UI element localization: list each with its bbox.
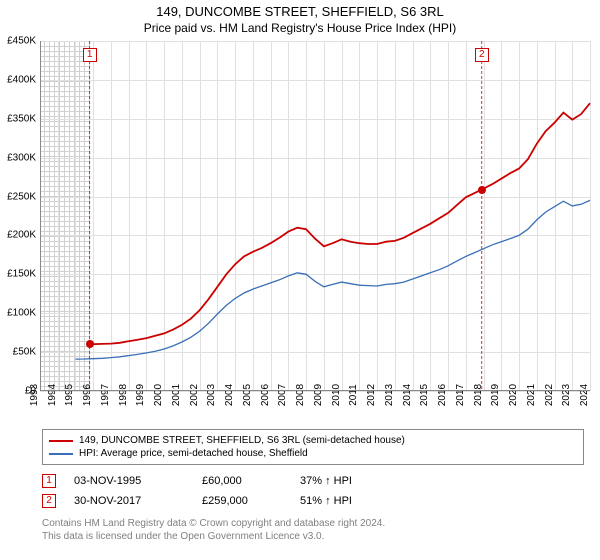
x-tick-label: 2021	[526, 384, 537, 406]
marker-label: 2	[475, 48, 489, 62]
transaction-price: £259,000	[202, 495, 282, 507]
transaction-date: 30-NOV-2017	[74, 495, 184, 507]
transaction-row: 2 30-NOV-2017 £259,000 51% ↑ HPI	[42, 491, 584, 511]
x-tick-label: 2016	[437, 384, 448, 406]
x-tick-label: 2007	[277, 384, 288, 406]
transaction-diff: 37% ↑ HPI	[300, 475, 352, 487]
y-tick-label: £350K	[7, 113, 36, 124]
legend-item: 149, DUNCOMBE STREET, SHEFFIELD, S6 3RL …	[49, 434, 577, 447]
y-tick-label: £400K	[7, 74, 36, 85]
marker-label: 1	[83, 48, 97, 62]
legend-item: HPI: Average price, semi-detached house,…	[49, 447, 577, 460]
marker-dot	[86, 340, 94, 348]
x-tick-label: 2003	[206, 384, 217, 406]
x-tick-label: 2006	[260, 384, 271, 406]
chart-subtitle: Price paid vs. HM Land Registry's House …	[0, 19, 600, 41]
chart-title: 149, DUNCOMBE STREET, SHEFFIELD, S6 3RL	[0, 0, 600, 19]
legend-swatch	[49, 440, 73, 442]
transaction-table: 1 03-NOV-1995 £60,000 37% ↑ HPI 2 30-NOV…	[42, 471, 584, 511]
y-tick-label: £300K	[7, 152, 36, 163]
x-tick-label: 2010	[330, 384, 341, 406]
x-tick-label: 2018	[472, 384, 483, 406]
x-tick-label: 1995	[64, 384, 75, 406]
x-tick-label: 2001	[171, 384, 182, 406]
y-tick-label: £100K	[7, 308, 36, 319]
series-line	[76, 200, 591, 359]
legend-label: HPI: Average price, semi-detached house,…	[79, 448, 308, 459]
x-tick-label: 2022	[543, 384, 554, 406]
x-tick-label: 1996	[82, 384, 93, 406]
transaction-price: £60,000	[202, 475, 282, 487]
x-tick-label: 2023	[561, 384, 572, 406]
x-tick-label: 2008	[295, 384, 306, 406]
y-axis-line	[40, 41, 41, 391]
x-tick-label: 2002	[189, 384, 200, 406]
y-tick-label: £150K	[7, 269, 36, 280]
transaction-diff: 51% ↑ HPI	[300, 495, 352, 507]
transaction-row: 1 03-NOV-1995 £60,000 37% ↑ HPI	[42, 471, 584, 491]
transaction-marker: 2	[42, 494, 56, 508]
marker-dot	[478, 186, 486, 194]
x-tick-label: 2005	[242, 384, 253, 406]
y-tick-label: £250K	[7, 191, 36, 202]
x-tick-label: 2015	[419, 384, 430, 406]
legend-swatch	[49, 453, 73, 455]
x-tick-label: 2000	[153, 384, 164, 406]
x-tick-label: 2011	[349, 384, 360, 406]
x-tick-label: 1997	[100, 384, 111, 406]
legend-label: 149, DUNCOMBE STREET, SHEFFIELD, S6 3RL …	[79, 435, 405, 446]
x-tick-label: 2012	[366, 384, 377, 406]
x-tick-label: 2004	[224, 384, 235, 406]
x-tick-label: 1994	[47, 384, 58, 406]
x-tick-label: 2009	[313, 384, 324, 406]
x-tick-label: 2014	[401, 384, 412, 406]
x-tick-label: 2017	[455, 384, 466, 406]
footer-attribution: Contains HM Land Registry data © Crown c…	[42, 517, 584, 543]
footer-line: Contains HM Land Registry data © Crown c…	[42, 517, 584, 530]
x-tick-label: 2020	[508, 384, 519, 406]
y-tick-label: £50K	[13, 347, 36, 358]
x-tick-label: 1993	[29, 384, 40, 406]
transaction-date: 03-NOV-1995	[74, 475, 184, 487]
transaction-marker: 1	[42, 474, 56, 488]
footer-line: This data is licensed under the Open Gov…	[42, 530, 584, 543]
legend: 149, DUNCOMBE STREET, SHEFFIELD, S6 3RL …	[42, 429, 584, 465]
x-tick-label: 1999	[135, 384, 146, 406]
x-axis-line	[40, 390, 590, 391]
chart-area: £0£50K£100K£150K£200K£250K£300K£350K£400…	[40, 41, 590, 391]
x-tick-label: 2024	[579, 384, 590, 406]
y-tick-label: £200K	[7, 230, 36, 241]
x-tick-label: 2013	[384, 384, 395, 406]
x-tick-label: 2019	[490, 384, 501, 406]
y-tick-label: £450K	[7, 36, 36, 47]
x-tick-label: 1998	[118, 384, 129, 406]
series-line	[90, 103, 590, 344]
plot-svg	[40, 41, 590, 391]
